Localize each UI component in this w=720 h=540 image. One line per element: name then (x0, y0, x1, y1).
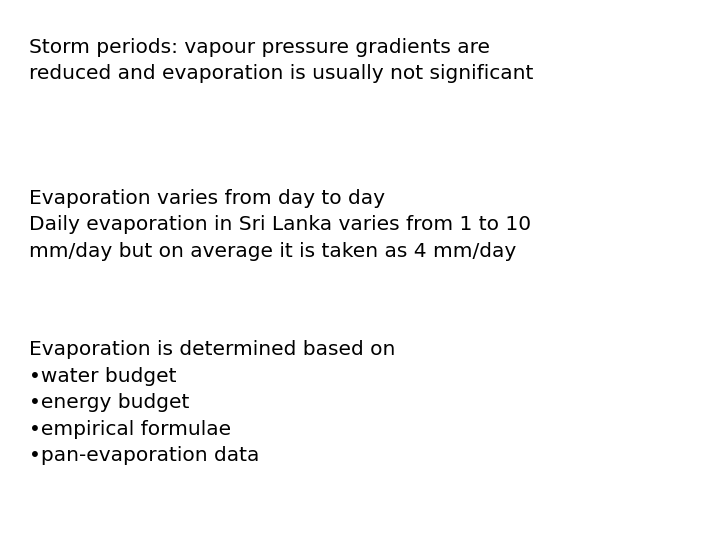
Text: Storm periods: vapour pressure gradients are
reduced and evaporation is usually : Storm periods: vapour pressure gradients… (29, 38, 534, 83)
Text: Evaporation is determined based on
•water budget
•energy budget
•empirical formu: Evaporation is determined based on •wate… (29, 340, 395, 465)
Text: Evaporation varies from day to day
Daily evaporation in Sri Lanka varies from 1 : Evaporation varies from day to day Daily… (29, 189, 531, 261)
